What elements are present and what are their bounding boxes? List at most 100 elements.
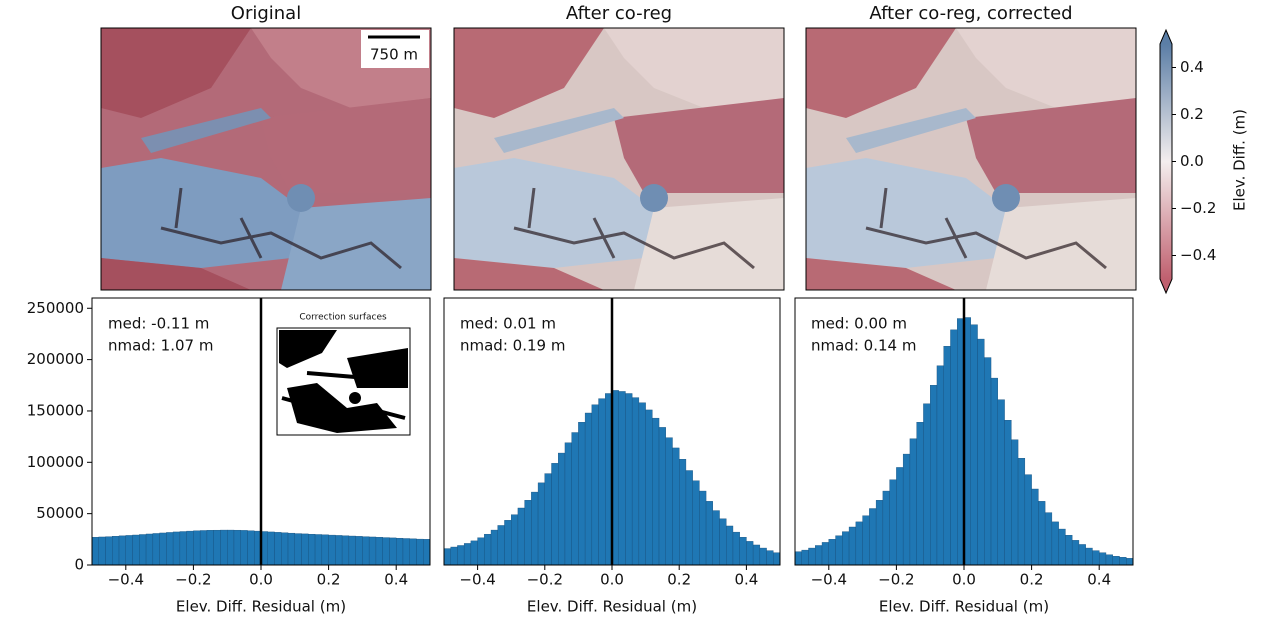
colorbar-label: Elev. Diff. (m) — [1231, 109, 1249, 211]
histogram-bar — [1098, 552, 1107, 566]
map-feature — [992, 184, 1020, 212]
histogram-bar — [835, 535, 843, 566]
histogram-bar — [382, 537, 390, 566]
x-tick-label: 0.4 — [384, 571, 408, 589]
histogram-bar — [179, 531, 187, 566]
histogram-bar — [531, 491, 539, 566]
map-title: Original — [231, 3, 301, 24]
histogram-bar — [544, 473, 552, 566]
histogram-bar — [233, 529, 241, 566]
x-tick-label: −0.4 — [459, 571, 495, 589]
map-region — [966, 98, 1136, 193]
x-tick-label: 0.2 — [1020, 571, 1044, 589]
histogram-bar — [321, 534, 329, 566]
histogram-bar — [882, 490, 890, 566]
histogram-bar — [584, 412, 593, 566]
histogram-bar — [808, 547, 816, 566]
histogram-bar — [112, 536, 120, 566]
histogram-bar — [875, 500, 884, 566]
histogram-bar — [443, 548, 451, 566]
annotation: nmad: 1.07 m — [108, 337, 213, 355]
histogram-bar — [869, 508, 877, 566]
colorbar-extend — [1160, 279, 1172, 293]
map-region — [141, 108, 271, 153]
histogram-bar — [889, 479, 897, 566]
histogram-bar — [91, 537, 99, 566]
histogram-bar — [98, 536, 106, 566]
annotation: med: 0.00 m — [811, 315, 907, 333]
x-tick-label: −0.4 — [108, 571, 144, 589]
map-feature — [287, 184, 315, 212]
histogram-bar — [402, 538, 410, 566]
map-region — [261, 98, 431, 193]
histogram-bar — [220, 529, 228, 566]
histogram-bar — [679, 459, 687, 566]
colorbar-tick-label: 0.2 — [1180, 105, 1204, 123]
histogram-bar — [1085, 547, 1093, 566]
inset-texture — [281, 371, 406, 420]
histogram-bar — [571, 432, 579, 566]
histogram-bar — [578, 422, 586, 566]
colorbar-tick-label: −0.2 — [1180, 199, 1216, 217]
histogram-bar — [652, 417, 660, 566]
histogram-bar — [984, 357, 992, 566]
histogram-bar — [328, 534, 336, 566]
histogram-bar — [739, 537, 747, 566]
histogram-bar — [314, 534, 323, 566]
histogram-bar — [665, 437, 673, 566]
map-region — [494, 108, 624, 153]
histogram-bar — [930, 385, 938, 566]
histogram-bar — [766, 550, 774, 566]
histogram-bar — [638, 402, 646, 566]
histogram-bar — [990, 377, 998, 566]
map-image — [806, 28, 1136, 290]
histogram-bar — [815, 545, 823, 566]
histogram-bar — [1058, 528, 1066, 566]
histogram-bar — [457, 545, 465, 566]
histogram-bar — [159, 532, 167, 566]
histogram-bar — [705, 501, 714, 566]
histogram-bar — [842, 531, 850, 566]
histogram-bar — [172, 531, 181, 566]
histogram-bar — [645, 409, 653, 566]
histogram-bar — [294, 533, 302, 566]
x-axis-label: Elev. Diff. Residual (m) — [527, 598, 697, 616]
histogram-bar — [1092, 550, 1100, 566]
histogram-bar — [591, 404, 599, 566]
histogram-bar — [752, 544, 761, 566]
y-tick-label: 150000 — [27, 401, 84, 419]
histogram-bar — [1044, 512, 1053, 566]
histogram-bar — [226, 529, 235, 566]
map-region — [986, 198, 1136, 290]
y-tick-label: 200000 — [27, 350, 84, 368]
map-title: After co-reg — [566, 3, 672, 24]
histogram-bar — [247, 530, 255, 566]
map-region — [454, 258, 604, 290]
x-axis-label: Elev. Diff. Residual (m) — [879, 598, 1049, 616]
histogram-bar — [712, 510, 720, 566]
histogram-bar — [855, 521, 863, 566]
x-axis-label: Elev. Diff. Residual (m) — [176, 598, 346, 616]
histogram-bar — [450, 546, 458, 566]
map-region — [101, 28, 251, 118]
histogram-bar — [773, 552, 781, 566]
histogram-bar — [368, 536, 377, 566]
histogram-bar — [746, 541, 754, 566]
map-region — [806, 28, 956, 118]
histogram-bar — [511, 514, 519, 566]
histogram-bar — [416, 538, 424, 566]
histogram-bar — [801, 549, 809, 566]
histogram-bar — [396, 537, 404, 566]
inset-title: Correction surfaces — [299, 313, 387, 323]
histogram-bar — [618, 391, 626, 566]
histogram-bar — [692, 480, 700, 566]
y-tick-label: 50000 — [36, 504, 84, 522]
map-region — [281, 198, 431, 290]
map-frame — [100, 27, 432, 291]
histogram-bar — [409, 538, 417, 566]
histogram-bar — [759, 547, 767, 566]
histogram-bar — [199, 530, 208, 566]
histogram-bar — [1017, 458, 1026, 566]
map-region — [101, 258, 251, 290]
histogram-bar — [658, 427, 666, 566]
